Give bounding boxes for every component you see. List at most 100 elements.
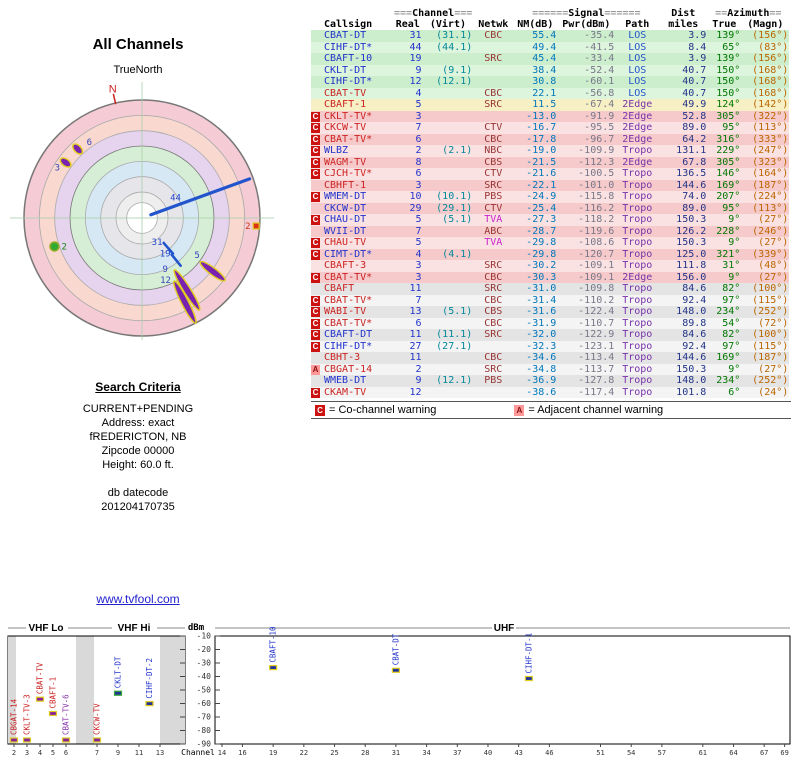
real-channel-cell: 4 bbox=[415, 248, 422, 260]
callsign-cell[interactable]: CBAT-DT bbox=[324, 30, 367, 42]
true-azimuth-cell: 169° bbox=[716, 352, 741, 364]
network-cell: ABC bbox=[484, 225, 503, 237]
path-cell: LOS bbox=[628, 64, 647, 76]
true-azimuth-cell: 124° bbox=[716, 99, 741, 111]
virtual-channel-cell: (9.1) bbox=[442, 64, 473, 76]
x-axis-tick-label: 69 bbox=[780, 749, 788, 757]
callsign-cell[interactable]: WVII-DT bbox=[324, 225, 367, 237]
magnetic-azimuth-cell: (168°) bbox=[752, 87, 789, 99]
true-azimuth-cell: 169° bbox=[716, 179, 741, 191]
callsign-cell[interactable]: CHAU-TV bbox=[324, 237, 367, 249]
callsign-cell[interactable]: CBHT-3 bbox=[324, 352, 361, 364]
true-azimuth-cell: 228° bbox=[716, 225, 741, 237]
signal-callsign-label: CBAT-TV bbox=[36, 662, 45, 694]
table-row: WMEB-DT 9 (12.1) PBS -36.9 -127.8 Tropo 148.0 23… bbox=[311, 375, 790, 387]
table-row: C WABI-TV 13 (5.1) CBS -31.6 -122.4 Tropo 148.0 2… bbox=[311, 306, 790, 318]
nm-db-cell: -31.4 bbox=[526, 294, 557, 306]
callsign-cell[interactable]: CBAFT bbox=[324, 283, 355, 295]
callsign-cell[interactable]: CBHFT-1 bbox=[324, 179, 367, 191]
distance-cell: 150.3 bbox=[676, 237, 707, 249]
path-cell: Tropo bbox=[622, 202, 653, 214]
table-row: C CKAM-TV 12 -38.6 -117.4 Tropo 101.8 6° (24°) bbox=[311, 386, 790, 399]
signal-callsign-label: CKLT-TV-3 bbox=[23, 694, 32, 735]
search-address-mode: Address: exact bbox=[101, 417, 175, 429]
path-cell: Tropo bbox=[622, 214, 653, 226]
callsign-cell[interactable]: CIMT-DT* bbox=[324, 248, 373, 260]
x-axis-tick-label: 61 bbox=[699, 749, 707, 757]
distance-cell: 150.3 bbox=[676, 363, 707, 375]
callsign-cell[interactable]: CHAU-DT bbox=[324, 214, 367, 226]
co-channel-warning-icon: C bbox=[311, 295, 320, 306]
callsign-cell[interactable]: CIHF-DT* bbox=[324, 340, 373, 352]
path-cell: 2Edge bbox=[622, 99, 653, 111]
callsign-cell[interactable]: CJCH-TV* bbox=[324, 168, 373, 180]
uhf-plot-area bbox=[214, 635, 791, 745]
magnetic-azimuth-cell: (27°) bbox=[758, 237, 789, 249]
true-azimuth-cell: 31° bbox=[722, 260, 741, 272]
callsign-cell[interactable]: CBAFT-1 bbox=[324, 99, 367, 111]
callsign-cell[interactable]: CBGAT-14 bbox=[324, 363, 373, 375]
x-axis-tick-label: 13 bbox=[156, 749, 164, 757]
adjacent-channel-warning-icon: A bbox=[311, 364, 320, 375]
callsign-cell[interactable]: CKLT-DT bbox=[324, 64, 367, 76]
callsign-cell[interactable]: CIHF-DT* bbox=[324, 76, 373, 88]
callsign-cell[interactable]: WLBZ bbox=[324, 145, 349, 157]
table-row: C CBAT-TV* 3 CBC -30.3 -109.1 2Edge 156.0 9° (27°… bbox=[311, 271, 790, 283]
table-column-headers: Callsign Real (Virt) Netwk NM(dB) Pwr(dB… bbox=[311, 19, 789, 30]
callsign-cell[interactable]: CBAT-TV* bbox=[324, 294, 373, 306]
signal-marker bbox=[391, 667, 401, 673]
y-axis-tick-label: -50 bbox=[197, 686, 212, 695]
path-cell: 2Edge bbox=[622, 156, 653, 168]
x-axis-tick-label: 22 bbox=[300, 749, 308, 757]
callsign-cell[interactable]: CKCW-TV bbox=[324, 122, 367, 134]
network-cell: SRC bbox=[484, 99, 503, 111]
callsign-cell[interactable]: CBAT-TV* bbox=[324, 271, 373, 283]
true-azimuth-cell: 95° bbox=[722, 122, 741, 134]
callsign-cell[interactable]: CKCW-DT bbox=[324, 202, 367, 214]
callsign-cell[interactable]: CKAM-TV bbox=[324, 386, 367, 398]
path-cell: Tropo bbox=[622, 191, 653, 203]
nm-db-cell: -28.7 bbox=[526, 225, 557, 237]
network-cell: SRC bbox=[484, 329, 503, 341]
network-cell bbox=[473, 387, 513, 399]
callsign-cell[interactable]: CBAFT-10 bbox=[324, 53, 373, 65]
callsign-cell[interactable]: WABI-TV bbox=[324, 306, 367, 318]
callsign-cell[interactable]: WAGM-TV bbox=[324, 156, 367, 168]
distance-cell: 84.6 bbox=[682, 329, 707, 341]
virtual-channel-cell: (12.1) bbox=[436, 76, 473, 88]
network-cell bbox=[473, 341, 513, 353]
callsign-cell[interactable]: CKLT-TV* bbox=[324, 110, 373, 122]
network-cell bbox=[473, 76, 513, 88]
tvfool-link[interactable]: www.tvfool.com bbox=[96, 592, 180, 606]
callsign-cell[interactable]: CBAFT-3 bbox=[324, 260, 367, 272]
co-channel-warning-icon: C bbox=[311, 307, 320, 318]
callsign-cell[interactable]: CBAT-TV bbox=[324, 87, 367, 99]
channel-group-label: Channel bbox=[412, 8, 455, 19]
path-cell: 2Edge bbox=[622, 271, 653, 283]
real-channel-cell: 29 bbox=[409, 202, 422, 214]
y-axis-tick-label: -10 bbox=[197, 632, 212, 641]
callsign-cell[interactable]: CBAFT-DT bbox=[324, 329, 373, 341]
magnetic-azimuth-cell: (168°) bbox=[752, 64, 789, 76]
true-azimuth-cell: 9° bbox=[728, 214, 741, 226]
path-cell: LOS bbox=[628, 53, 647, 65]
callsign-cell[interactable]: WMEM-DT bbox=[324, 191, 367, 203]
signal-marker bbox=[22, 737, 32, 743]
true-azimuth-cell: 9° bbox=[728, 237, 741, 249]
callsign-cell[interactable]: CBAT-TV* bbox=[324, 317, 373, 329]
x-axis-tick-label: 14 bbox=[218, 749, 226, 757]
table-row: C CBAT-TV* 6 CBC -31.9 -110.7 Tropo 89.8 54° (72°… bbox=[311, 317, 790, 330]
nm-db-cell: -30.3 bbox=[526, 271, 557, 283]
callsign-cell[interactable]: CBAT-TV* bbox=[324, 133, 373, 145]
callsign-cell[interactable]: WMEB-DT bbox=[324, 375, 367, 387]
nm-db-cell: -22.1 bbox=[526, 179, 557, 191]
real-channel-cell: 12 bbox=[409, 76, 422, 88]
true-azimuth-cell: 9° bbox=[728, 363, 741, 375]
callsign-cell[interactable]: CIHF-DT* bbox=[324, 41, 373, 53]
power-dbm-cell: -108.6 bbox=[578, 237, 615, 249]
virtual-channel-cell bbox=[423, 318, 474, 330]
real-channel-cell: 9 bbox=[415, 375, 422, 387]
table-row: CBAFT 11 SRC -31.0 -109.8 Tropo 84.6 82° (100°) bbox=[311, 283, 790, 295]
power-dbm-cell: -67.4 bbox=[584, 99, 615, 111]
magnetic-azimuth-cell: (333°) bbox=[752, 133, 789, 145]
